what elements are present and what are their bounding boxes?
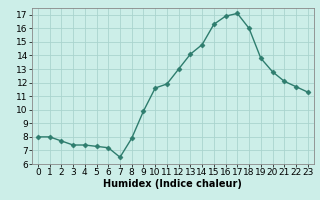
X-axis label: Humidex (Indice chaleur): Humidex (Indice chaleur): [103, 179, 242, 189]
